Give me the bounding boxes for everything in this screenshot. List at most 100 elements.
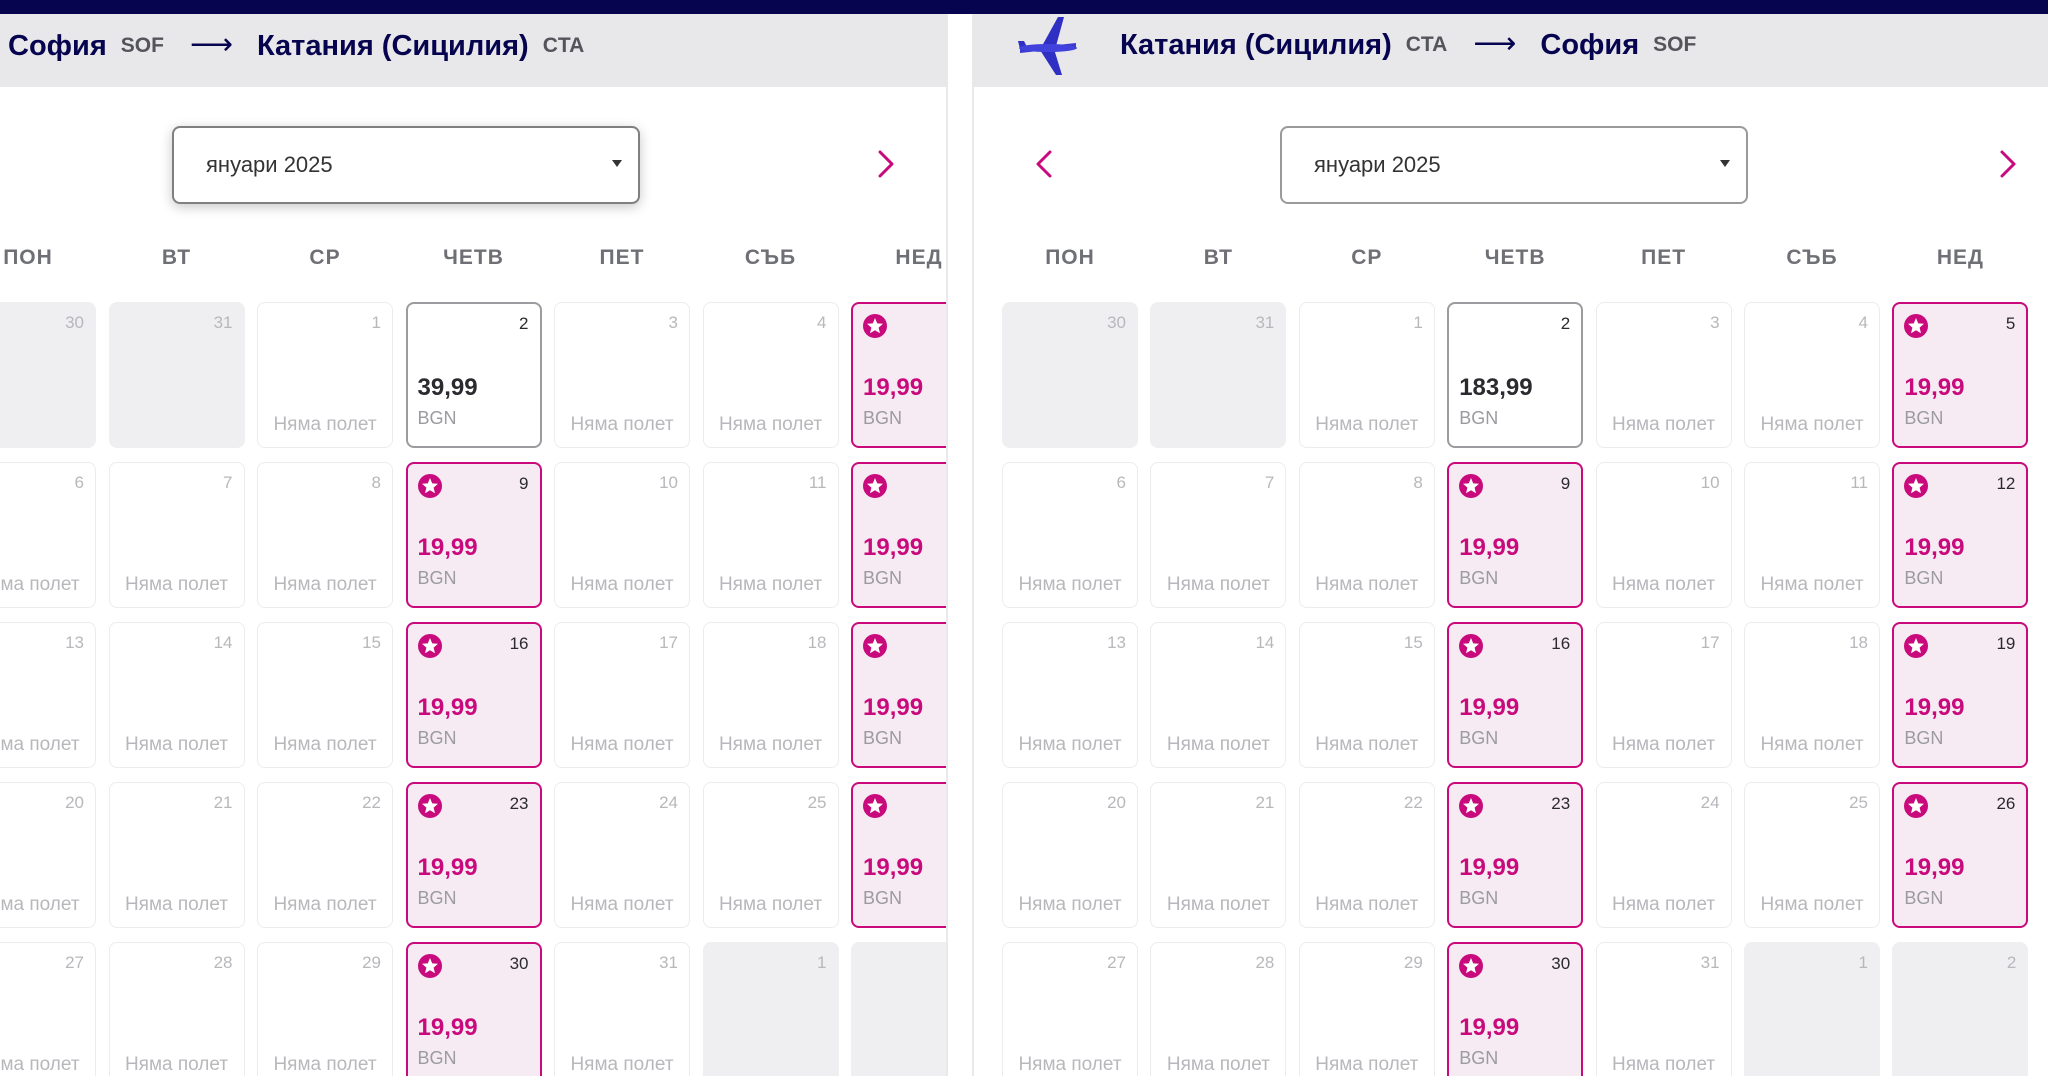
fare-currency: BGN bbox=[417, 568, 457, 588]
day-cell-no-flight: 18 Няма полет bbox=[1744, 622, 1880, 768]
day-cell-with-price[interactable]: 30 19,99 BGN bbox=[1447, 942, 1584, 1076]
day-number: 11 bbox=[808, 473, 827, 492]
day-cell-no-flight: 4 Няма полет bbox=[702, 302, 839, 448]
no-flight-label: Няма полет bbox=[1612, 734, 1716, 755]
outbound-route-header: София SOF ⟶ Катания (Сицилия) CTA bbox=[0, 14, 946, 87]
weekday-label: ПЕТ bbox=[599, 246, 645, 269]
day-number: 5 bbox=[2005, 314, 2016, 333]
day-number: 9 bbox=[1560, 474, 1571, 493]
day-number: 22 bbox=[1403, 793, 1423, 812]
day-number: 29 bbox=[362, 953, 381, 972]
month-select[interactable]: януари 2025 bbox=[1280, 126, 1748, 204]
month-select[interactable]: януари 2025 bbox=[172, 126, 640, 204]
fare-price: 19,99 bbox=[417, 534, 478, 561]
day-cell-with-price[interactable]: 2 183,99 BGN bbox=[1447, 302, 1584, 448]
weekday-label: ЧЕТВ bbox=[1484, 246, 1546, 269]
day-cell-no-flight: 24 Няма полет bbox=[1595, 782, 1732, 928]
prev-month-button[interactable] bbox=[1024, 144, 1064, 184]
day-cell-with-price[interactable]: 2 39,99 BGN bbox=[405, 302, 542, 448]
fare-currency: BGN bbox=[417, 408, 457, 428]
day-cell-outside-month: 30 bbox=[0, 302, 96, 448]
no-flight-label: Няма полет bbox=[1612, 1054, 1716, 1075]
day-cell-no-flight: 1 Няма полет bbox=[257, 302, 393, 448]
day-number: 17 bbox=[659, 633, 678, 652]
star-badge-icon bbox=[417, 473, 443, 499]
route-arrow-icon: ⟶ bbox=[1473, 26, 1517, 60]
day-number: 26 bbox=[1996, 794, 2016, 813]
fare-price: 19,99 bbox=[863, 374, 924, 401]
no-flight-label: Няма полет bbox=[124, 894, 229, 915]
origin-code: SOF bbox=[120, 34, 164, 57]
no-flight-label: Няма полет bbox=[1018, 734, 1122, 755]
no-flight-label: Няма полет bbox=[0, 734, 80, 755]
day-number: 31 bbox=[213, 313, 233, 332]
day-cell-with-price[interactable]: 16 19,99 BGN bbox=[405, 622, 542, 768]
day-cell-no-flight: 3 Няма полет bbox=[554, 302, 690, 448]
day-cell-no-flight: 14 Няма полет bbox=[1150, 622, 1287, 768]
fare-currency: BGN bbox=[863, 888, 903, 908]
day-cell-no-flight: 22 Няма полет bbox=[1298, 782, 1435, 928]
day-number: 30 bbox=[1107, 313, 1126, 332]
day-cell-with-price[interactable]: 9 19,99 BGN bbox=[405, 462, 542, 608]
star-badge-icon bbox=[1903, 313, 1929, 339]
day-cell-no-flight: 25 Няма полет bbox=[1744, 782, 1880, 928]
day-cell-no-flight: 22 Няма полет bbox=[257, 782, 393, 928]
fare-price: 19,99 bbox=[863, 534, 924, 561]
no-flight-label: Няма полет bbox=[1018, 894, 1122, 915]
fare-currency: BGN bbox=[1904, 728, 1944, 748]
fare-price: 19,99 bbox=[1904, 694, 1965, 721]
day-cell-with-price[interactable]: 23 19,99 BGN bbox=[405, 782, 542, 928]
day-number: 21 bbox=[213, 793, 233, 812]
day-cell-no-flight: 8 Няма полет bbox=[1298, 462, 1435, 608]
day-number: 8 bbox=[1413, 473, 1423, 492]
no-flight-label: Няма полет bbox=[570, 1054, 674, 1075]
destination-city: София bbox=[1540, 28, 1640, 61]
no-flight-label: Няма полет bbox=[1760, 894, 1864, 915]
fare-currency: BGN bbox=[1459, 1048, 1499, 1068]
no-flight-label: Няма полет bbox=[1166, 734, 1270, 755]
day-cell-with-price[interactable]: 9 19,99 BGN bbox=[1447, 462, 1584, 608]
day-cell-outside-month: 31 bbox=[1150, 302, 1287, 448]
no-flight-label: Няма полет bbox=[570, 574, 674, 595]
origin-code: CTA bbox=[1405, 33, 1448, 56]
day-number: 8 bbox=[371, 473, 381, 492]
next-month-button[interactable] bbox=[866, 144, 906, 184]
day-number: 23 bbox=[509, 794, 529, 813]
day-cell-with-price[interactable]: 23 19,99 BGN bbox=[1447, 782, 1584, 928]
day-cell-no-flight: 7 Няма полет bbox=[108, 462, 245, 608]
no-flight-label: Няма полет bbox=[1612, 894, 1716, 915]
route-arrow-icon: ⟶ bbox=[189, 27, 233, 61]
no-flight-label: Няма полет bbox=[273, 414, 377, 435]
no-flight-label: Няма полет bbox=[718, 734, 823, 755]
star-badge-icon bbox=[1458, 633, 1484, 659]
day-cell-no-flight: 29 Няма полет bbox=[257, 942, 393, 1076]
day-number: 3 bbox=[668, 313, 678, 332]
fare-price: 19,99 bbox=[1459, 1014, 1520, 1041]
fare-price: 19,99 bbox=[417, 694, 478, 721]
day-number: 1 bbox=[1413, 313, 1423, 332]
fare-price: 19,99 bbox=[417, 854, 478, 881]
no-flight-label: Няма полет bbox=[273, 734, 377, 755]
day-cell-no-flight: 28 Няма полет bbox=[108, 942, 245, 1076]
day-number: 2 bbox=[2006, 953, 2017, 972]
day-number: 11 bbox=[1850, 473, 1868, 492]
day-number: 27 bbox=[65, 953, 84, 972]
star-badge-icon bbox=[862, 633, 888, 659]
no-flight-label: Няма полет bbox=[124, 574, 229, 595]
day-cell-with-price[interactable]: 30 19,99 BGN bbox=[405, 942, 542, 1076]
next-month-button[interactable] bbox=[1988, 144, 2028, 184]
day-cell-no-flight: 15 Няма полет bbox=[1298, 622, 1435, 768]
day-cell-with-price[interactable]: 16 19,99 BGN bbox=[1447, 622, 1584, 768]
day-cell-no-flight: 8 Няма полет bbox=[257, 462, 393, 608]
no-flight-label: Няма полет bbox=[1166, 574, 1270, 595]
fare-price: 19,99 bbox=[1904, 534, 1965, 561]
fare-price: 19,99 bbox=[1904, 374, 1965, 401]
